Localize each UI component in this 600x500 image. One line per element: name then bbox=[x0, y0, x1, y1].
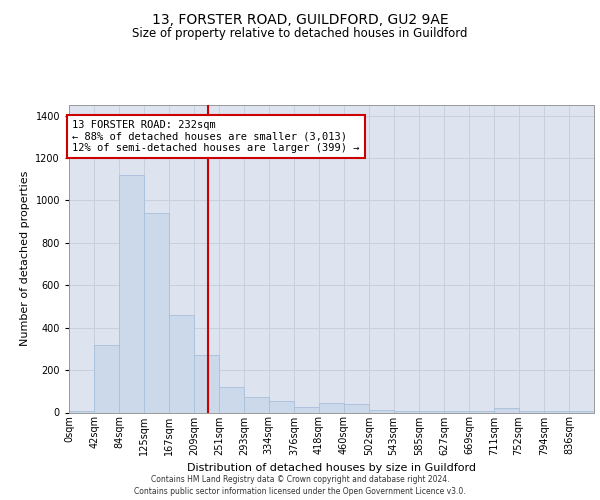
Bar bbox=[494, 408, 519, 412]
Bar bbox=[194, 355, 219, 412]
Text: Contains HM Land Registry data © Crown copyright and database right 2024.
Contai: Contains HM Land Registry data © Crown c… bbox=[134, 475, 466, 496]
Bar bbox=[169, 315, 194, 412]
Bar bbox=[244, 396, 269, 412]
X-axis label: Distribution of detached houses by size in Guildford: Distribution of detached houses by size … bbox=[187, 463, 476, 473]
Text: 13 FORSTER ROAD: 232sqm
← 88% of detached houses are smaller (3,013)
12% of semi: 13 FORSTER ROAD: 232sqm ← 88% of detache… bbox=[72, 120, 359, 153]
Bar bbox=[219, 387, 244, 412]
Bar bbox=[344, 404, 369, 412]
Y-axis label: Number of detached properties: Number of detached properties bbox=[20, 171, 30, 346]
Text: 13, FORSTER ROAD, GUILDFORD, GU2 9AE: 13, FORSTER ROAD, GUILDFORD, GU2 9AE bbox=[152, 12, 448, 26]
Bar bbox=[94, 344, 119, 412]
Bar bbox=[319, 403, 344, 412]
Bar bbox=[294, 407, 319, 412]
Bar bbox=[269, 401, 294, 412]
Bar bbox=[144, 213, 169, 412]
Bar bbox=[119, 175, 144, 412]
Bar bbox=[369, 410, 394, 412]
Text: Size of property relative to detached houses in Guildford: Size of property relative to detached ho… bbox=[132, 28, 468, 40]
